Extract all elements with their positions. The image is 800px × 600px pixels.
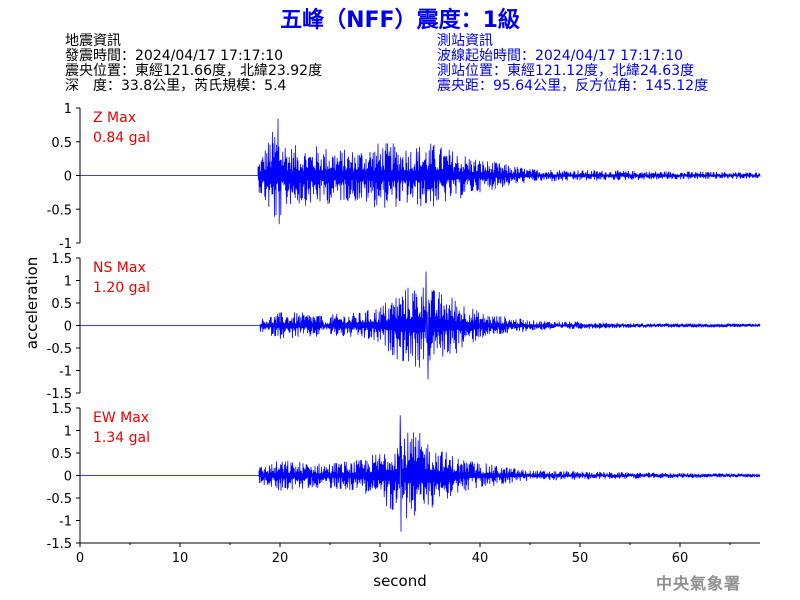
max-value-ns: 1.20 gal	[93, 280, 150, 296]
y-tick-label-ns: 0	[64, 320, 72, 335]
max-title-ew: EW Max	[93, 410, 149, 426]
x-tick-label: 50	[572, 551, 589, 566]
x-tick-label: 10	[172, 551, 189, 566]
agency-footer: 中央氣象署	[656, 574, 742, 593]
station-info: 測站資訊 波線起始時間：2024/04/17 17:17:10 測站位置：東經1…	[437, 34, 708, 94]
y-tick-label-z: 0.5	[51, 136, 72, 151]
max-title-z: Z Max	[93, 110, 136, 126]
y-tick-label-ns: -0.5	[47, 342, 72, 357]
y-tick-label-z: -0.5	[47, 203, 72, 218]
x-axis-label: second	[373, 572, 427, 590]
origin-time: 發震時間：2024/04/17 17:17:10	[65, 48, 284, 64]
y-tick-label-ew: -0.5	[47, 492, 72, 507]
quake-info-heading: 地震資訊	[65, 33, 121, 49]
waveform-z	[80, 118, 761, 225]
epicenter-location: 震央位置：東經121.66度，北緯23.92度	[65, 63, 323, 79]
station-location: 測站位置：東經121.12度，北緯24.63度	[437, 63, 695, 79]
epicentral-distance: 震央距：95.64公里，反方位角：145.12度	[437, 78, 709, 94]
y-axis-label: acceleration	[23, 257, 41, 349]
y-tick-label-ew: 0.5	[51, 447, 72, 462]
station-info-heading: 測站資訊	[437, 33, 493, 49]
max-value-ew: 1.34 gal	[93, 430, 150, 446]
y-tick-label-ew: -1.5	[47, 537, 72, 552]
y-tick-label-ns: -1.5	[47, 387, 72, 402]
y-tick-label-ns: 1	[64, 275, 72, 290]
x-tick-label: 20	[272, 551, 289, 566]
y-tick-label-ns: 0.5	[51, 297, 72, 312]
x-tick-label: 30	[372, 551, 389, 566]
y-tick-label-z: 0	[64, 170, 72, 185]
x-tick-label: 60	[672, 551, 689, 566]
y-tick-label-z: -1	[59, 237, 72, 252]
waveform-ew	[80, 415, 761, 532]
y-tick-label-ns: -1	[59, 365, 72, 380]
y-tick-label-ew: 1	[64, 425, 72, 440]
max-title-ns: NS Max	[93, 260, 146, 276]
x-tick-label: 40	[472, 551, 489, 566]
y-tick-label-z: 1	[64, 102, 72, 117]
y-tick-label-ew: 1.5	[51, 402, 72, 417]
depth-magnitude: 深 度：33.8公里，芮氏規模：5.4	[65, 78, 287, 94]
y-tick-label-ew: -1	[59, 515, 72, 530]
y-tick-label-ew: 0	[64, 470, 72, 485]
quake-info: 地震資訊 發震時間：2024/04/17 17:17:10 震央位置：東經121…	[65, 34, 322, 94]
max-value-z: 0.84 gal	[93, 130, 150, 146]
page-title: 五峰（NFF）震度：1級	[280, 8, 520, 33]
wave-start-time: 波線起始時間：2024/04/17 17:17:10	[437, 48, 684, 64]
waveform-ns	[80, 271, 761, 380]
x-tick-label: 0	[76, 551, 84, 566]
y-tick-label-ns: 1.5	[51, 252, 72, 267]
